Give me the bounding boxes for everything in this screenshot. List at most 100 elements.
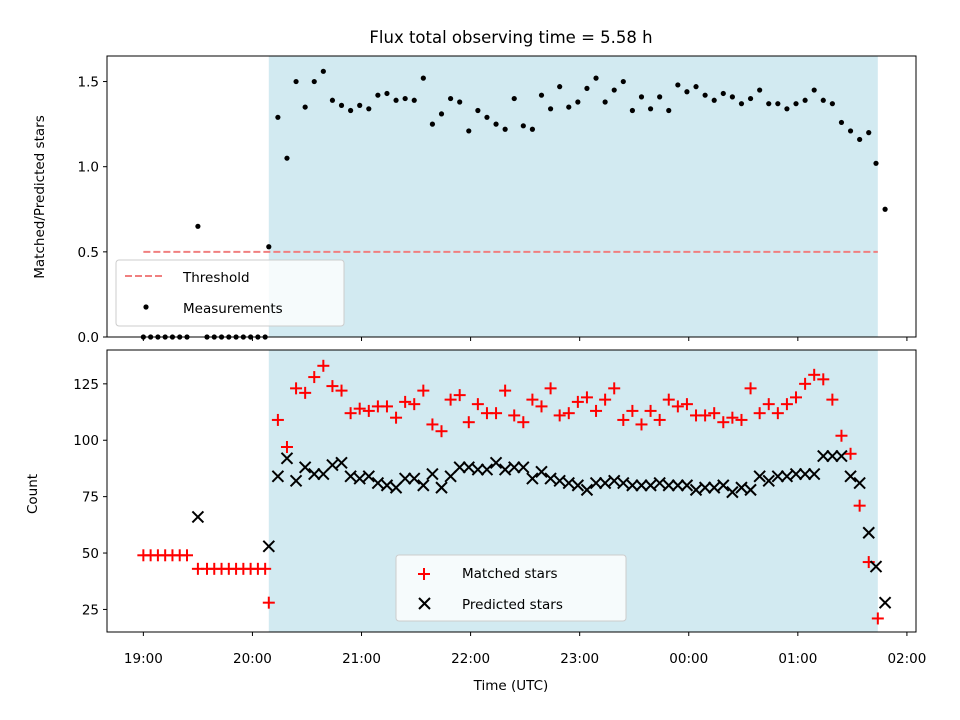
matched-star-point bbox=[535, 400, 548, 413]
matched-star-point bbox=[426, 418, 439, 431]
predicted-star-point bbox=[280, 452, 294, 465]
matched-star-point bbox=[608, 382, 621, 395]
matched-star-point bbox=[259, 562, 272, 575]
predicted-star-point bbox=[335, 456, 348, 470]
predicted-star-point bbox=[608, 474, 621, 488]
measurement-point bbox=[584, 85, 590, 91]
matched-star-point bbox=[271, 413, 284, 426]
predicted-star-point bbox=[426, 467, 439, 481]
predicted-star-point bbox=[362, 470, 375, 483]
measurement-point bbox=[266, 244, 272, 250]
measurement-point bbox=[338, 102, 345, 108]
predicted-star-point bbox=[726, 485, 739, 499]
measurement-point bbox=[611, 87, 617, 93]
matched-star-point bbox=[826, 393, 839, 406]
measurement-point bbox=[647, 106, 654, 112]
matched-star-point bbox=[299, 386, 312, 399]
matched-star-point bbox=[571, 395, 584, 408]
matched-star-point bbox=[399, 395, 412, 408]
measurement-point bbox=[302, 104, 308, 110]
matched-star-point bbox=[753, 407, 766, 420]
measurement-point bbox=[293, 78, 299, 85]
top-axes-frame bbox=[106, 55, 917, 338]
matched-star-point bbox=[380, 400, 393, 413]
measurement-point bbox=[511, 95, 517, 102]
measurement-point bbox=[566, 104, 572, 110]
measurement-point bbox=[475, 107, 481, 114]
predicted-star-point bbox=[408, 472, 421, 485]
predicted-star-point bbox=[598, 476, 612, 490]
predicted-legend-swatch bbox=[418, 597, 431, 610]
measurement-point bbox=[666, 107, 672, 114]
predicted-star-point bbox=[878, 596, 892, 609]
predicted-star-point bbox=[453, 461, 466, 474]
top-ytick-label: 1.5 bbox=[78, 75, 99, 91]
bottom-axes-frame bbox=[106, 349, 917, 633]
measurement-point bbox=[429, 121, 436, 127]
xtick-label: 20:00 bbox=[233, 651, 272, 667]
matched-star-point bbox=[644, 404, 657, 417]
predicted-star-point bbox=[698, 481, 712, 494]
predicted-star-point bbox=[869, 560, 883, 573]
measurement-point bbox=[693, 84, 699, 90]
measurement-point bbox=[411, 97, 417, 103]
measurement-point bbox=[684, 89, 690, 95]
matched-star-point bbox=[590, 404, 603, 417]
measurement-point bbox=[547, 106, 554, 112]
predicted-star-point bbox=[498, 463, 512, 476]
predicted-star-point bbox=[526, 472, 539, 485]
top-panel: 0.0 0.5 1.0 1.5 Matched/Predicted stars Thr… bbox=[32, 55, 917, 346]
matched-star-point bbox=[390, 411, 403, 424]
matched-star-point bbox=[308, 371, 321, 384]
measurements-legend-label: Measurements bbox=[183, 301, 283, 317]
predicted-star-point bbox=[662, 479, 675, 492]
matched-star-point bbox=[290, 382, 303, 395]
predicted-star-point bbox=[798, 467, 812, 481]
measurement-point bbox=[747, 95, 754, 102]
bottom-ytick-label: 25 bbox=[82, 602, 99, 618]
measurement-point bbox=[529, 126, 536, 132]
measurement-point bbox=[575, 99, 581, 105]
matched-star-point bbox=[717, 416, 730, 429]
predicted-star-point bbox=[480, 463, 494, 476]
matched-star-point bbox=[317, 359, 330, 372]
measurement-point bbox=[484, 114, 490, 120]
bottom-legend-box bbox=[395, 554, 627, 622]
top-ytick-label: 0.0 bbox=[78, 330, 99, 346]
measurement-point bbox=[329, 97, 336, 103]
matched-star-point bbox=[808, 368, 821, 381]
matched-star-point bbox=[471, 398, 484, 411]
predicted-star-point bbox=[571, 479, 585, 492]
matched-star-point bbox=[544, 382, 557, 395]
matched-star-point bbox=[562, 407, 575, 420]
predicted-star-point bbox=[817, 449, 830, 463]
predicted-legend-label: Predicted stars bbox=[462, 597, 563, 613]
matched-star-point bbox=[580, 391, 593, 404]
xtick-label: 22:00 bbox=[451, 651, 490, 667]
measurement-point bbox=[284, 155, 290, 161]
predicted-star-point bbox=[562, 476, 575, 490]
xtick-label: 01:00 bbox=[778, 651, 817, 667]
matched-star-point bbox=[335, 384, 348, 397]
measurement-point bbox=[420, 75, 426, 81]
predicted-star-point bbox=[862, 526, 875, 539]
predicted-star-point bbox=[191, 510, 205, 524]
matched-star-point bbox=[726, 411, 739, 424]
predicted-star-point bbox=[762, 474, 775, 488]
predicted-star-point bbox=[707, 481, 721, 494]
threshold-legend-label: Threshold bbox=[182, 270, 250, 286]
matched-star-point bbox=[362, 404, 375, 417]
measurement-point bbox=[275, 114, 281, 120]
predicted-star-point bbox=[289, 474, 303, 488]
top-ytick-label: 0.5 bbox=[78, 245, 99, 261]
predicted-star-point bbox=[371, 476, 385, 490]
measurement-point bbox=[638, 94, 645, 100]
matched-star-point bbox=[762, 398, 775, 411]
predicted-star-point bbox=[826, 449, 839, 463]
measurement-point bbox=[384, 90, 390, 97]
matched-star-point bbox=[871, 612, 884, 625]
bottom-ylabel: Count bbox=[25, 474, 41, 514]
predicted-star-point bbox=[635, 479, 648, 492]
measurement-point bbox=[493, 121, 499, 127]
matched-star-point bbox=[635, 418, 648, 431]
